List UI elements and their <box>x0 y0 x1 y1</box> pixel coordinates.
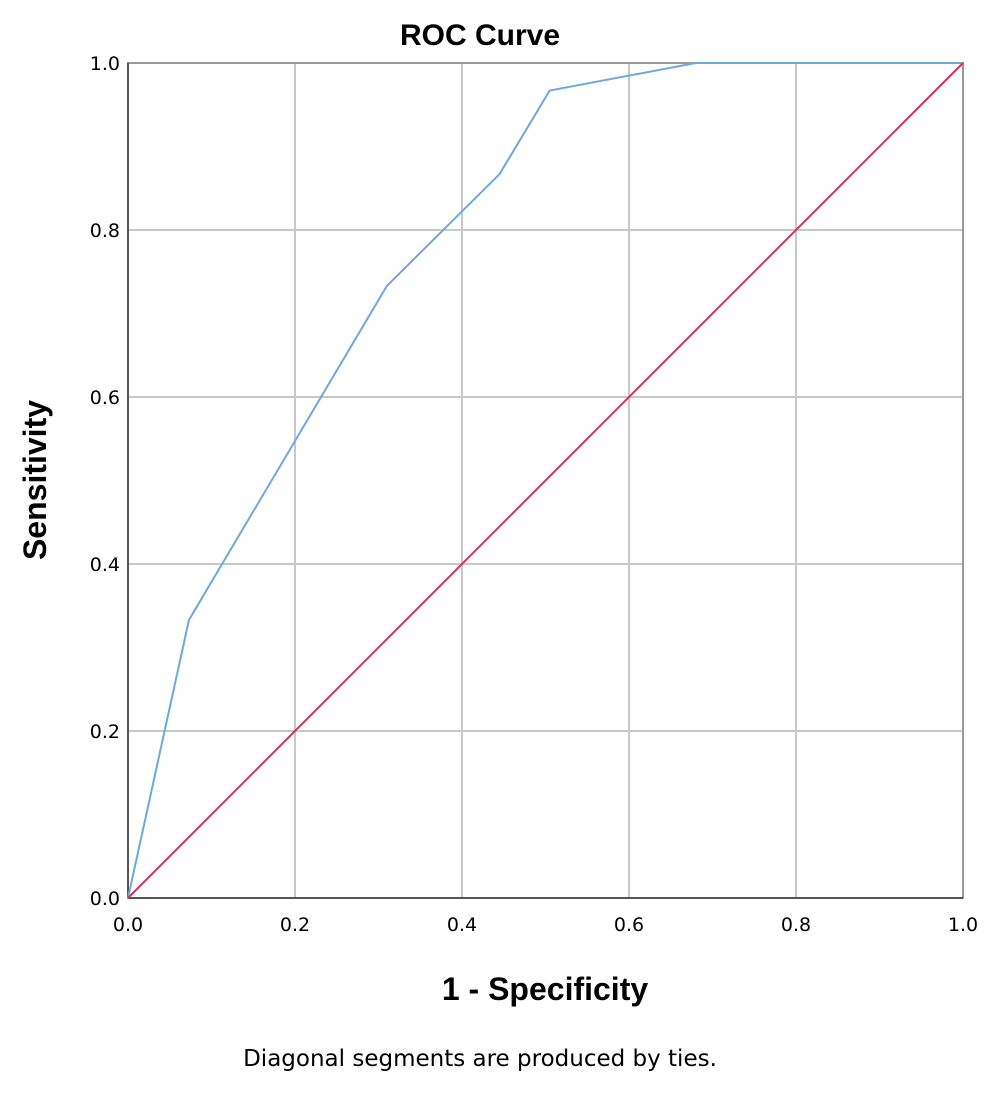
chart-footnote: Diagonal segments are produced by ties. <box>243 1046 717 1072</box>
y-tick-label: 0.0 <box>90 888 120 910</box>
y-tick-label: 0.8 <box>90 220 120 242</box>
y-tick-label: 0.2 <box>90 721 120 743</box>
x-tick-label: 1.0 <box>948 914 978 936</box>
x-tick-label: 0.6 <box>614 914 644 936</box>
series-group <box>127 62 964 899</box>
x-tick-label: 0.4 <box>447 914 477 936</box>
y-tick-label: 1.0 <box>90 53 120 75</box>
y-tick-label: 0.6 <box>90 387 120 409</box>
chart-title: ROC Curve <box>400 19 560 52</box>
y-tick-label: 0.4 <box>90 554 120 576</box>
x-tick-label: 0.2 <box>280 914 310 936</box>
x-tick-label: 0.0 <box>113 914 143 936</box>
series-line-1 <box>127 62 964 899</box>
x-axis-label: 1 - Specificity <box>442 971 649 1007</box>
series-line-0 <box>127 62 963 899</box>
y-axis-label: Sensitivity <box>17 400 53 560</box>
x-tick-labels: 0.0 0.2 0.4 0.6 0.8 1.0 <box>113 914 978 936</box>
y-tick-labels: 0.0 0.2 0.4 0.6 0.8 1.0 <box>90 53 120 910</box>
x-tick-label: 0.8 <box>781 914 811 936</box>
